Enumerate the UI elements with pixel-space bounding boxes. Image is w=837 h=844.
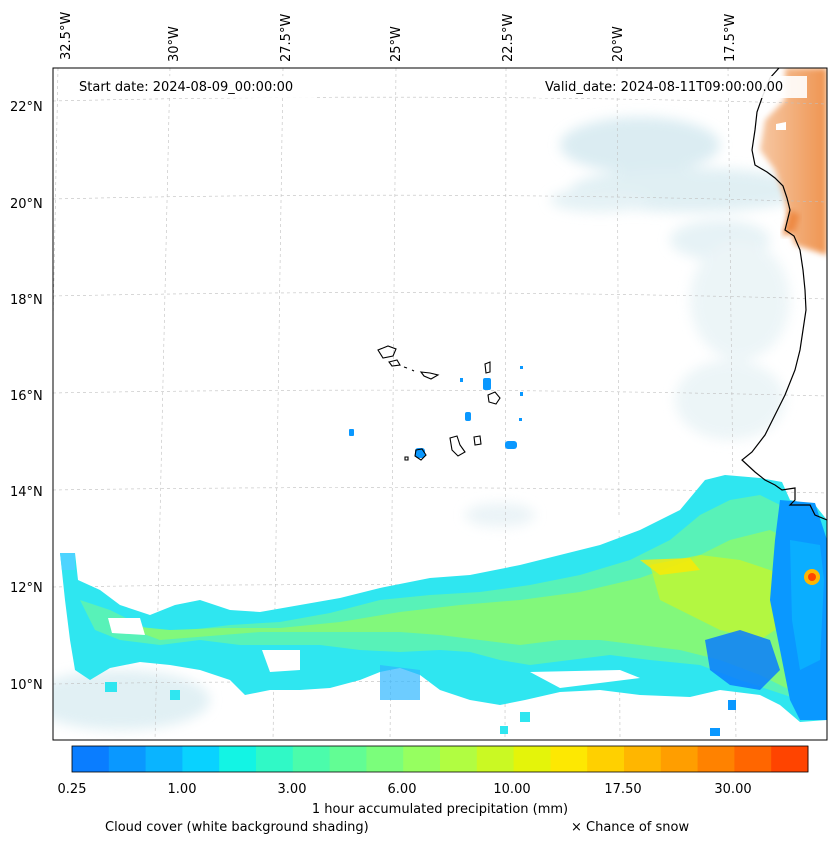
- colorbar-swatch: [145, 746, 183, 772]
- latitude-labels: 22°N 20°N 18°N 16°N 14°N 12°N 10°N: [10, 100, 43, 693]
- lon-label: 20°W: [611, 26, 626, 62]
- colorbar-swatch: [771, 746, 809, 772]
- cape-verde-islands: [377, 345, 501, 461]
- colorbar-swatch: [624, 746, 662, 772]
- colorbar-tick: 1.00: [168, 782, 197, 797]
- lat-label: 12°N: [10, 581, 43, 596]
- lat-label: 14°N: [10, 485, 43, 500]
- map-area[interactable]: [30, 68, 827, 740]
- colorbar-swatch: [366, 746, 404, 772]
- lat-label: 20°N: [10, 197, 43, 212]
- colorbar-swatch: [108, 746, 147, 772]
- start-date-box: [73, 76, 315, 98]
- colorbar-swatch: [292, 746, 331, 772]
- lon-label: 30°W: [167, 26, 182, 62]
- valid-date-label: Valid_date: 2024-08-11T09:00:00.00: [545, 80, 783, 95]
- colorbar-swatch: [734, 746, 772, 772]
- colorbar-tick: 30.00: [714, 782, 751, 797]
- lat-label: 16°N: [10, 389, 43, 404]
- map-frame: [52, 67, 828, 741]
- colorbar-swatch: [403, 746, 441, 772]
- colorbar-tick: 10.00: [493, 782, 530, 797]
- colorbar-swatch: [697, 746, 735, 772]
- snow-legend: × Chance of snow: [571, 820, 689, 835]
- precip-cells: [105, 366, 736, 736]
- lon-label: 27.5°W: [279, 14, 294, 62]
- lat-label: 10°N: [10, 678, 43, 693]
- lon-label: 32.5°W: [59, 12, 74, 60]
- colorbar-tick: 3.00: [278, 782, 307, 797]
- colorbar-swatch: [219, 746, 257, 772]
- land-shading: [760, 68, 827, 255]
- coastline-africa: [741, 68, 827, 521]
- colorbar-swatch: [182, 746, 220, 772]
- colorbar-swatch: [550, 746, 588, 772]
- colorbar-title: 1 hour accumulated precipitation (mm): [312, 802, 568, 817]
- lon-label: 25°W: [389, 26, 404, 62]
- lat-label: 18°N: [10, 293, 43, 308]
- valid-date-box: [539, 76, 807, 98]
- lon-label: 17.5°W: [723, 14, 738, 62]
- colorbar-ticks: 0.25 1.00 3.00 6.00 10.00 17.50 30.00: [58, 782, 752, 797]
- colorbar-swatch: [72, 746, 110, 772]
- colorbar: 0.25 1.00 3.00 6.00 10.00 17.50 30.00 1 …: [58, 745, 809, 817]
- colorbar-swatch: [587, 746, 625, 772]
- cloud-cover: [53, 117, 810, 730]
- colorbar-tick: 17.50: [604, 782, 641, 797]
- lon-label: 22.5°W: [501, 14, 516, 62]
- colorbar-swatch: [440, 746, 478, 772]
- cloud-cover-legend: Cloud cover (white background shading): [105, 820, 369, 835]
- colorbar-swatch: [660, 746, 699, 772]
- colorbar-tick: 0.25: [58, 782, 87, 797]
- colorbar-swatch: [329, 746, 367, 772]
- colorbar-swatch: [256, 746, 294, 772]
- colorbar-frame: [71, 745, 809, 773]
- colorbar-tick: 6.00: [388, 782, 417, 797]
- longitude-labels: 32.5°W 30°W 27.5°W 25°W 22.5°W 20°W 17.5…: [59, 12, 738, 62]
- precipitation-field: [60, 475, 827, 722]
- lat-label: 22°N: [10, 100, 43, 115]
- coastline-detail: [776, 122, 786, 130]
- colorbar-swatch: [513, 746, 551, 772]
- colorbar-swatch: [476, 746, 515, 772]
- start-date-label: Start date: 2024-08-09_00:00:00: [79, 80, 293, 95]
